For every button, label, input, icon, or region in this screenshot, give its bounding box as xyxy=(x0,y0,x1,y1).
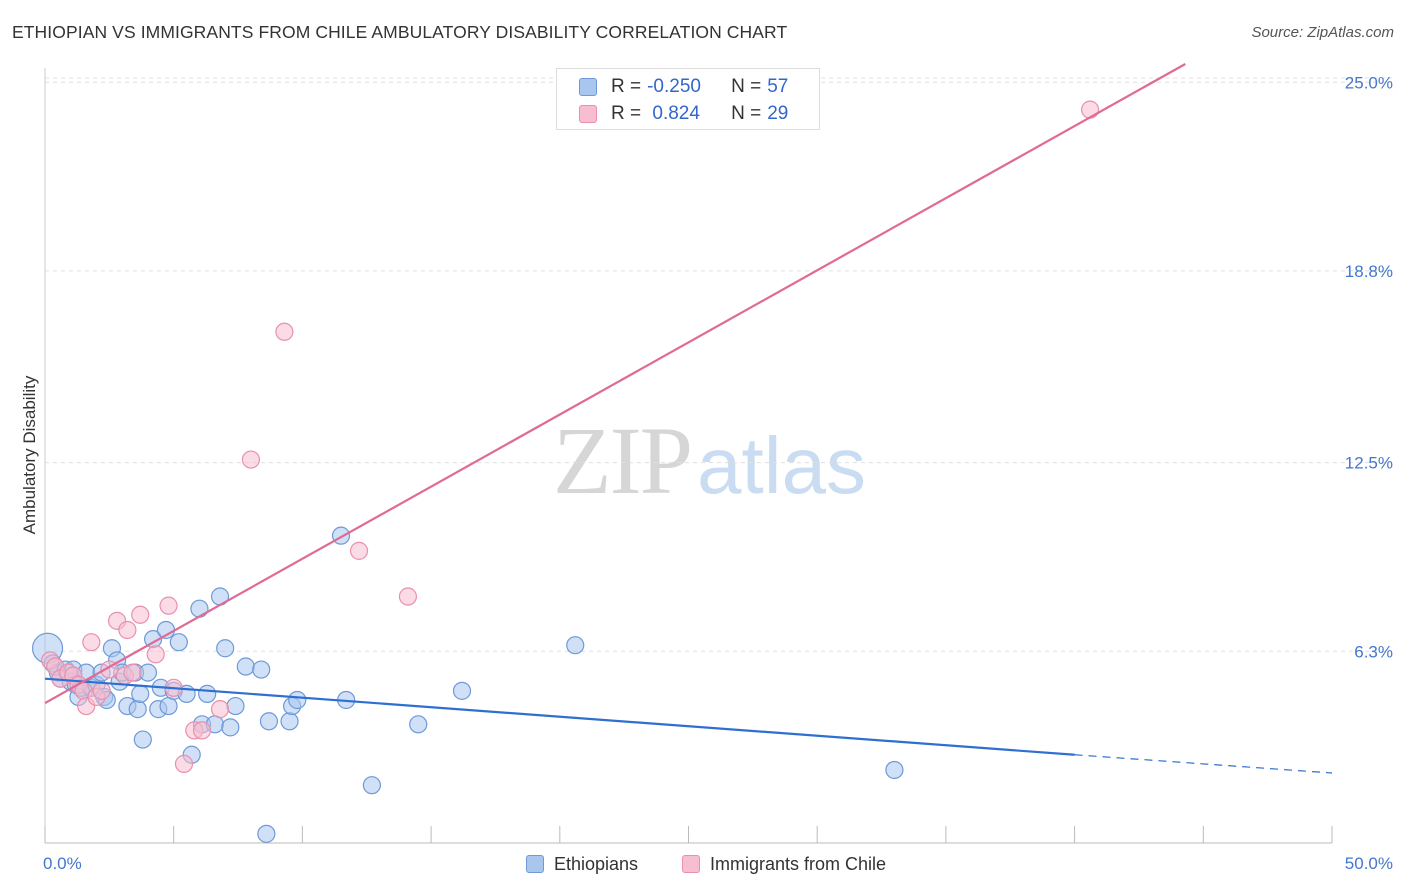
x-tick-label: 0.0% xyxy=(43,854,82,873)
ethiopian-point xyxy=(128,700,147,719)
tick-layer: 6.3% 12.5% 18.8% 25.0% 0.0% 50.0% xyxy=(43,73,1393,873)
ethiopian-point xyxy=(362,776,381,795)
chart-title: ETHIOPIAN VS IMMIGRANTS FROM CHILE AMBUL… xyxy=(12,22,788,42)
ethiopian-point xyxy=(409,715,428,734)
bottom-legend-swatch-ethiopians xyxy=(526,855,544,873)
bottom-legend-swatch-chile xyxy=(682,855,700,873)
ethiopian-point xyxy=(169,633,188,652)
legend-swatch-ethiopians xyxy=(579,78,597,96)
chile-point xyxy=(118,620,137,640)
chile-point xyxy=(174,754,194,773)
chile-point xyxy=(123,663,142,682)
bottom-legend-chile: Immigrants from Chile xyxy=(682,852,886,876)
ethiopian-point xyxy=(885,760,904,780)
axis-layer xyxy=(44,68,1333,844)
grid-layer xyxy=(45,77,1392,652)
chile-point xyxy=(349,541,369,560)
correlation-legend: R = -0.250 N = 57 R = 0.824 N = 29 xyxy=(556,68,820,130)
ethiopian-point xyxy=(252,660,271,679)
ethiopian-point xyxy=(452,681,472,700)
legend-r-label: R = xyxy=(611,103,642,124)
trend-layer xyxy=(44,63,1333,774)
ethiopian-point xyxy=(216,639,235,658)
ethiopian-point xyxy=(280,712,299,731)
legend-n-label: N = xyxy=(731,103,762,124)
ethiopian-point xyxy=(221,718,240,737)
y-tick-label: 18.8% xyxy=(1345,262,1393,281)
y-tick-label: 6.3% xyxy=(1354,642,1393,661)
chile-point xyxy=(159,596,178,615)
ethiopian-point xyxy=(226,696,245,716)
chile-point xyxy=(82,633,101,652)
ethiopian-point xyxy=(190,599,209,618)
ethiopian-point xyxy=(259,712,279,731)
bottom-legend-ethiopians: Ethiopians xyxy=(526,852,638,876)
ethiopian-point xyxy=(566,636,585,655)
legend-r-label: R = xyxy=(611,76,642,97)
ethiopian-point xyxy=(138,663,158,682)
ethiopian-point xyxy=(131,684,150,703)
chile-point xyxy=(241,450,261,469)
chile-point xyxy=(146,645,165,664)
ethiopian-point xyxy=(288,690,307,710)
chile-point xyxy=(210,700,230,719)
legend-r-value: -0.250 xyxy=(647,76,701,97)
y-tick-label: 25.0% xyxy=(1345,73,1393,92)
x-tick-label: 50.0% xyxy=(1345,854,1393,873)
ethiopian-point xyxy=(198,684,217,703)
chile-point xyxy=(1080,100,1100,119)
chile-point xyxy=(192,721,212,740)
bottom-legend-label-chile: Immigrants from Chile xyxy=(710,853,887,874)
chile-trend-line xyxy=(44,63,1186,704)
chile-point xyxy=(92,681,111,700)
chart-source: Source: ZipAtlas.com xyxy=(1251,24,1394,41)
legend-row-ethiopians: R = -0.250 N = 57 xyxy=(579,75,788,99)
ethiopian-point xyxy=(159,696,178,716)
legend-n-value: 29 xyxy=(767,103,789,124)
legend-r-value: 0.824 xyxy=(647,103,700,124)
bottom-legend-label-ethiopians: Ethiopians xyxy=(554,853,639,874)
legend-n-value: 57 xyxy=(767,76,789,97)
ethiopian-point xyxy=(236,657,255,676)
chile-point xyxy=(131,605,150,624)
legend-swatch-chile xyxy=(579,105,597,123)
ethiopians-trend-extension xyxy=(1074,754,1333,774)
chile-point xyxy=(275,322,294,341)
ethiopian-point xyxy=(257,824,276,843)
chile-point xyxy=(398,587,418,606)
ethiopian-point xyxy=(133,730,152,749)
legend-row-chile: R = 0.824 N = 29 xyxy=(579,102,788,126)
y-tick-label: 12.5% xyxy=(1345,454,1393,473)
legend-n-label: N = xyxy=(731,76,762,97)
ethiopians-trend-line xyxy=(44,677,1075,756)
series-ethiopians xyxy=(31,526,904,843)
